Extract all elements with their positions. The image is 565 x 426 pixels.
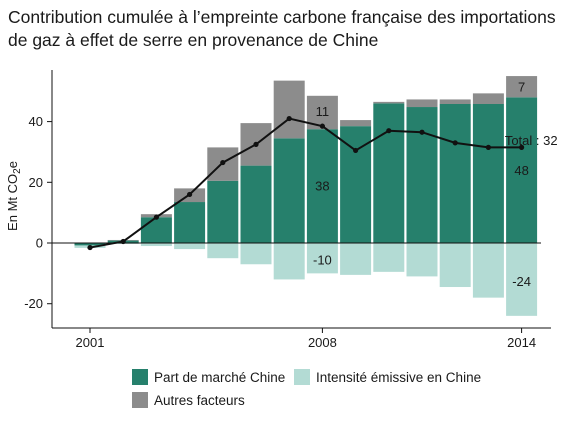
chart-title-line-1: Contribution cumulée à l’empreinte carbo… bbox=[8, 7, 556, 27]
bar-emission-intensity bbox=[506, 243, 538, 316]
total-line-point bbox=[120, 238, 126, 245]
bar-emission-intensity bbox=[273, 243, 305, 280]
bar-emission-intensity bbox=[439, 243, 471, 288]
x-tick-label: 2008 bbox=[308, 335, 337, 350]
bar-market-share bbox=[406, 107, 438, 244]
x-tick-label: 2001 bbox=[76, 335, 105, 350]
legend-item-intensity: Intensité émissive en Chine bbox=[294, 369, 481, 385]
legend-swatch-market bbox=[132, 369, 148, 385]
legend-item-other: Autres facteurs bbox=[132, 392, 245, 408]
bar-market-share bbox=[506, 97, 538, 244]
bar-emission-intensity bbox=[373, 243, 405, 272]
bar-emission-intensity bbox=[406, 243, 438, 277]
bar-other-factors bbox=[506, 76, 538, 98]
bar-other-factors bbox=[273, 80, 305, 139]
chart-plot: -20 0 20 40 2001 2008 2014 11 38 -10 7 48 -24 Total … bbox=[5, 70, 558, 350]
bar-other-factors bbox=[406, 99, 438, 108]
total-line-point bbox=[353, 147, 359, 154]
bar-other-factors bbox=[472, 93, 504, 104]
bar-market-share bbox=[207, 180, 239, 244]
data-label: Total : 32 bbox=[505, 133, 558, 148]
y-tick-label: 0 bbox=[36, 236, 43, 251]
bar-market-share bbox=[240, 165, 272, 244]
data-label: -24 bbox=[512, 274, 531, 289]
data-label: 11 bbox=[316, 104, 330, 119]
legend-swatch-intensity bbox=[294, 369, 310, 385]
axes-group: -20 0 20 40 2001 2008 2014 bbox=[24, 70, 551, 350]
bar-emission-intensity bbox=[174, 243, 206, 250]
bar-other-factors bbox=[373, 101, 405, 104]
total-line-point bbox=[485, 144, 491, 150]
y-tick-label: -20 bbox=[24, 296, 43, 311]
bar-market-share bbox=[373, 103, 405, 244]
y-axis-label-suffix: e bbox=[5, 161, 20, 168]
total-line-point bbox=[253, 141, 259, 147]
legend-label-intensity: Intensité émissive en Chine bbox=[316, 369, 482, 385]
bar-emission-intensity bbox=[140, 243, 172, 247]
bar-emission-intensity bbox=[306, 243, 338, 274]
data-label: 7 bbox=[518, 80, 525, 95]
chart-title: Contribution cumulée à l’empreinte carbo… bbox=[8, 6, 558, 52]
total-line-point bbox=[319, 123, 325, 129]
bar-emission-intensity bbox=[472, 243, 504, 298]
y-axis-label-sub: 2 bbox=[12, 168, 23, 174]
bar-other-factors bbox=[340, 120, 372, 127]
data-label: -10 bbox=[313, 253, 332, 268]
legend-label-market: Part de marché Chine bbox=[154, 369, 286, 385]
total-line-point bbox=[153, 214, 159, 220]
bar-market-share bbox=[472, 103, 504, 244]
bar-market-share bbox=[439, 103, 471, 244]
total-line-point bbox=[386, 128, 392, 134]
y-axis-label-main: En Mt CO bbox=[5, 174, 20, 231]
y-tick-label: 40 bbox=[29, 114, 43, 129]
total-line-point bbox=[419, 129, 425, 135]
bar-emission-intensity bbox=[340, 243, 372, 275]
legend-swatch-other bbox=[132, 392, 148, 408]
total-line-point bbox=[87, 244, 93, 251]
y-axis-label: En Mt CO2e bbox=[5, 161, 23, 231]
total-line-point bbox=[452, 140, 458, 146]
bar-market-share bbox=[140, 217, 172, 244]
bar-market-share bbox=[74, 243, 106, 246]
bar-market-share bbox=[273, 138, 305, 244]
bars-group bbox=[74, 76, 538, 316]
bar-market-share bbox=[306, 129, 338, 244]
data-label: 38 bbox=[315, 178, 329, 193]
chart-title-line-2: de gaz à effet de serre en provenance de… bbox=[8, 30, 379, 50]
total-line bbox=[89, 117, 522, 249]
y-tick-label: 20 bbox=[29, 175, 43, 190]
total-line-point bbox=[286, 115, 292, 122]
data-labels-group: 11 38 -10 7 48 -24 Total : 32 bbox=[313, 80, 558, 289]
bar-market-share bbox=[174, 202, 206, 244]
total-line-point bbox=[220, 159, 226, 166]
bar-emission-intensity bbox=[207, 243, 239, 259]
total-line-point bbox=[187, 191, 193, 198]
legend-label-other: Autres facteurs bbox=[154, 392, 245, 408]
data-label: 48 bbox=[514, 163, 528, 178]
bar-other-factors bbox=[439, 99, 471, 104]
x-tick-label: 2014 bbox=[507, 335, 536, 350]
total-line-point bbox=[519, 144, 525, 150]
bar-emission-intensity bbox=[240, 243, 272, 265]
total-line-group bbox=[87, 115, 525, 251]
legend-item-market: Part de marché Chine bbox=[132, 369, 285, 385]
bar-market-share bbox=[340, 126, 372, 244]
